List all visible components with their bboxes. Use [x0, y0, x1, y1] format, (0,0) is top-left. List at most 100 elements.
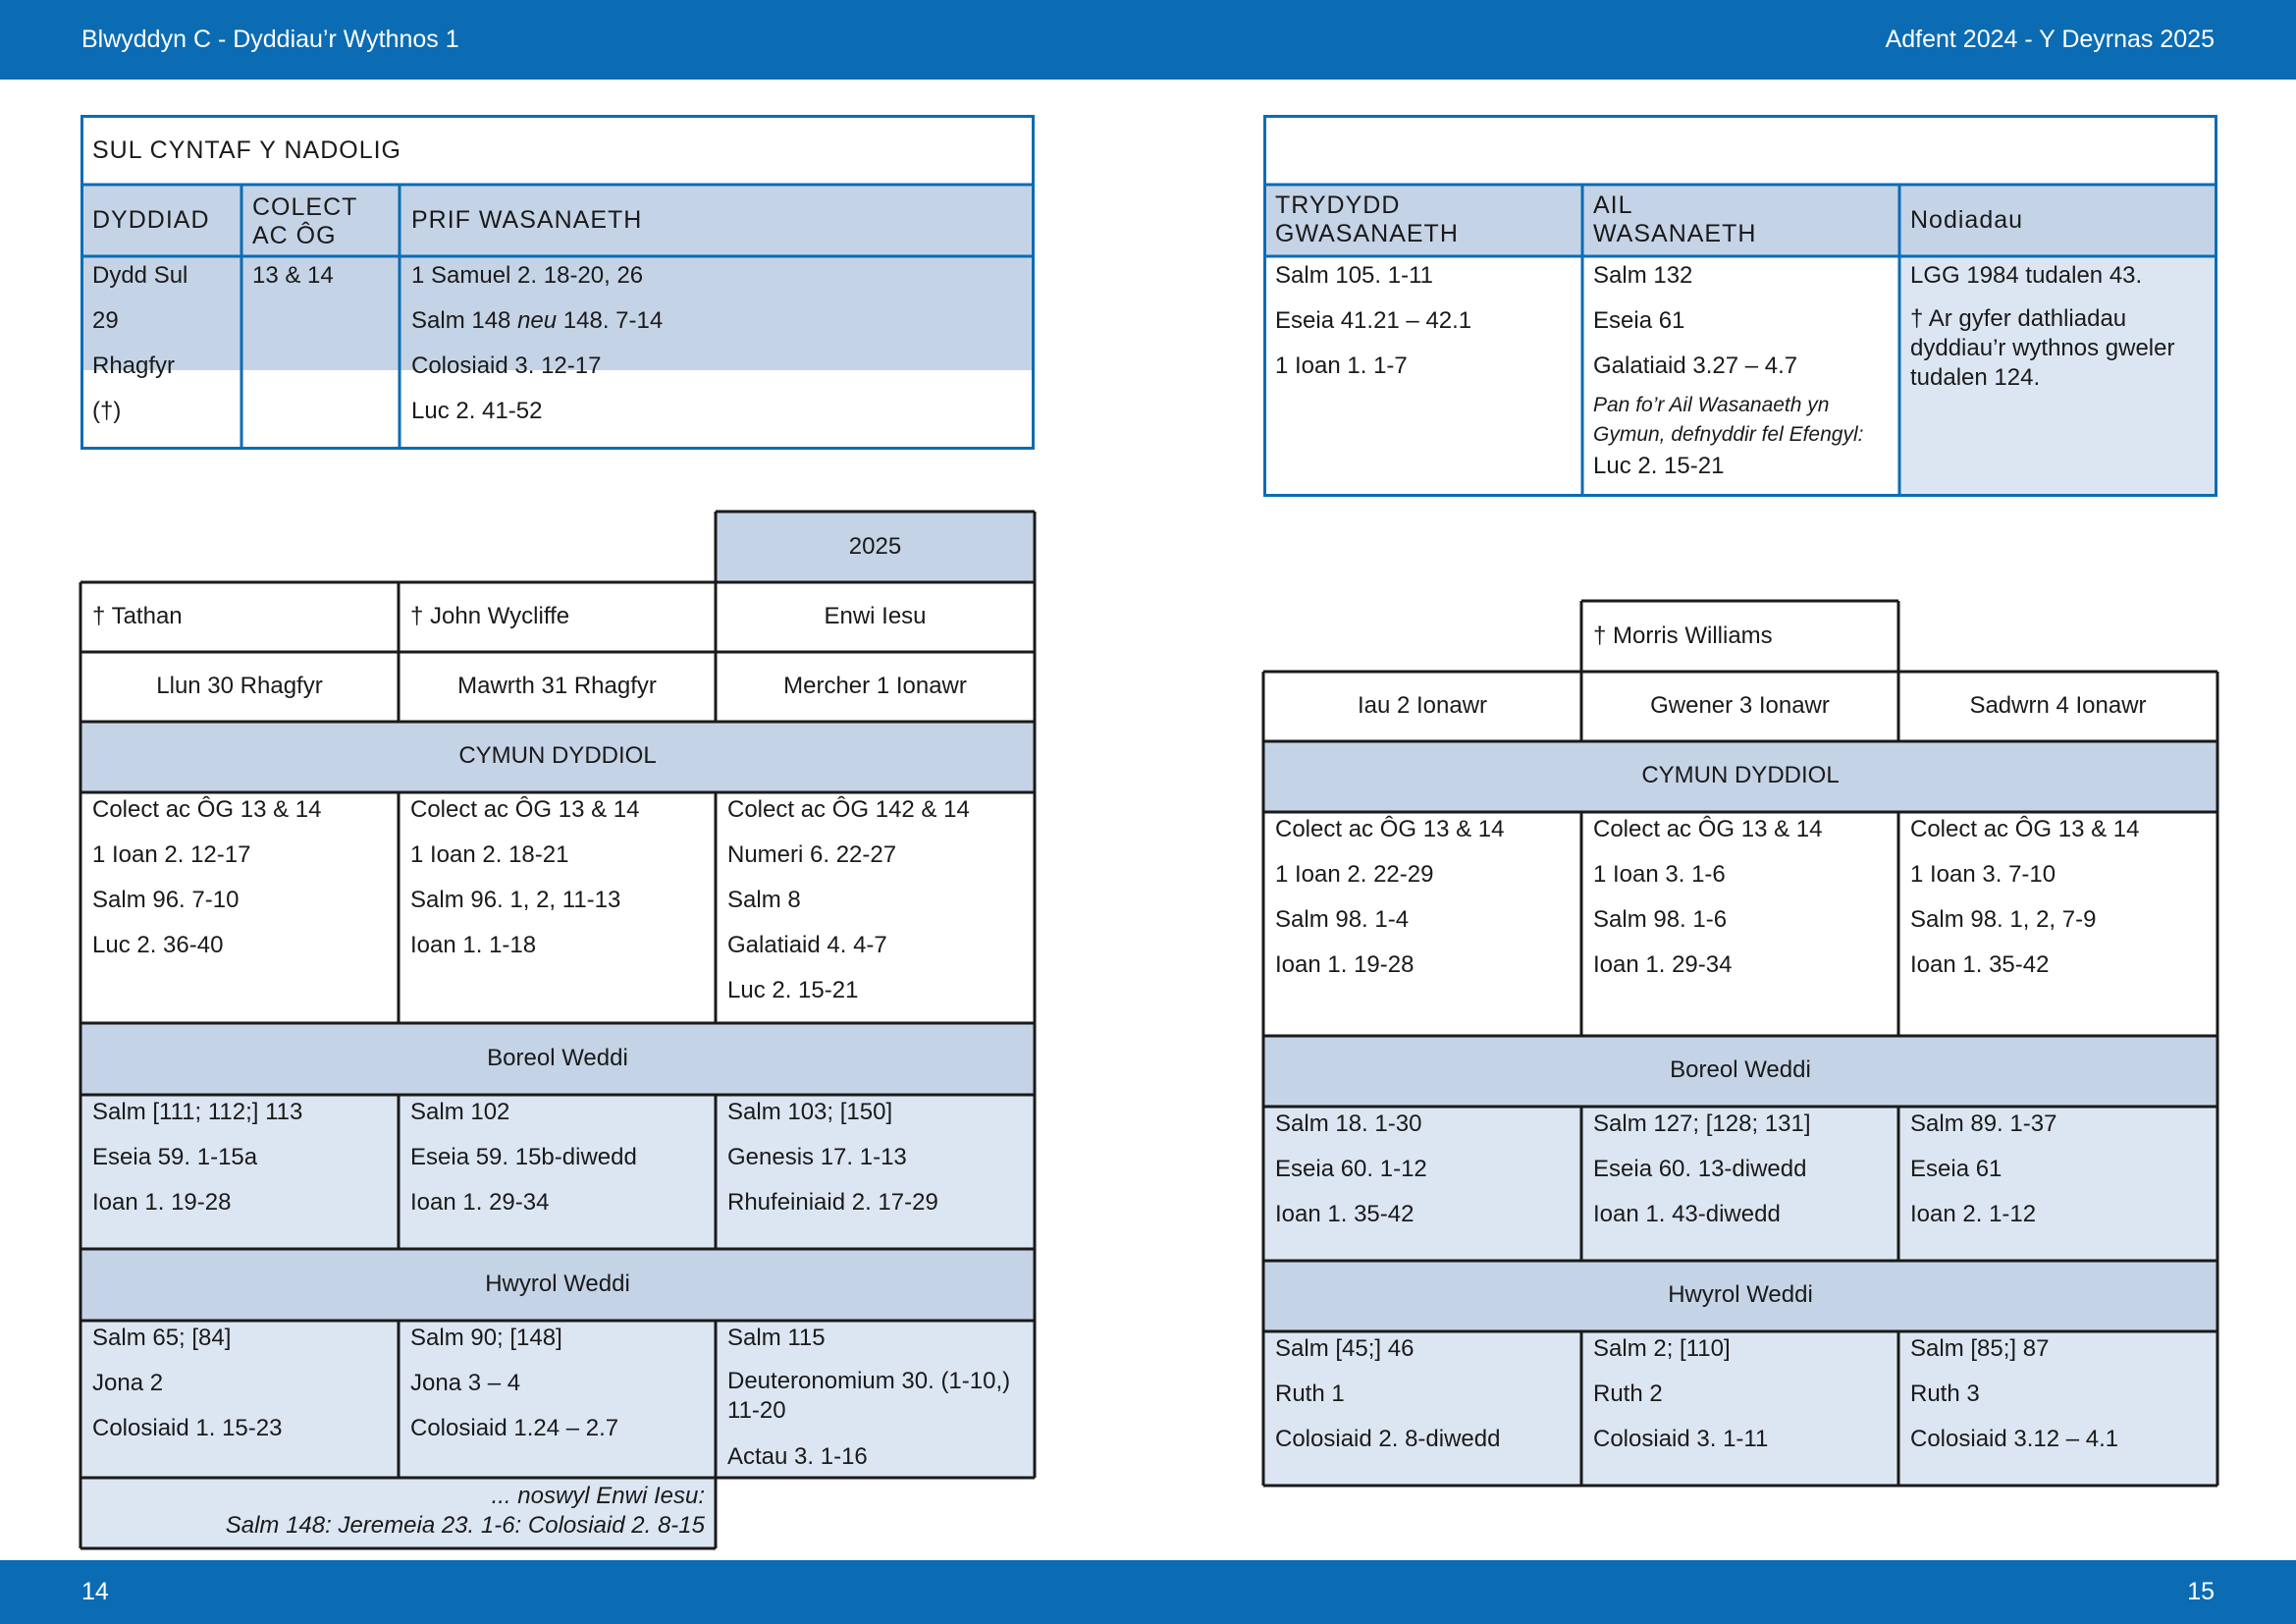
morning-reading: Ioan 1. 19-28 [92, 1189, 232, 1216]
evening-reading: Colosiaid 1. 15-23 [92, 1415, 283, 1441]
sunday-table-right: TRYDYDD GWASANAETH AIL WASANAETH Nodiada… [1263, 115, 2217, 497]
commemoration: † John Wycliffe [410, 603, 570, 629]
sunday-collect: 13 & 14 [252, 262, 334, 289]
morning-reading: Salm 102 [410, 1099, 510, 1125]
communion-reading: Ioan 1. 29-34 [1593, 951, 1733, 978]
second-service-note: Pan fo’r Ail Wasanaeth yn Gymun, defnydd… [1593, 394, 1864, 446]
header-third-service: TRYDYDD GWASANAETH [1275, 191, 1459, 247]
morning-reading: Salm 18. 1-30 [1275, 1110, 1422, 1137]
evening-reading: Jona 3 – 4 [410, 1370, 521, 1396]
communion-reading: Ioan 1. 19-28 [1275, 951, 1415, 978]
principal-reading: Colosiaid 3. 12-17 [411, 352, 602, 379]
section-title-morning-prayer: Boreol Weddi [1670, 1056, 1811, 1083]
morning-reading: Salm [111; 112;] 113 [92, 1099, 303, 1125]
running-header: Blwyddyn C - Dyddiau’r Wythnos 1 Adfent … [0, 0, 2296, 80]
communion-reading: Luc 2. 15-21 [727, 977, 859, 1003]
commemoration: † Morris Williams [1593, 623, 1773, 649]
morning-reading: Salm 127; [128; 131] [1593, 1110, 1811, 1137]
header-collect: COLECT AC ÔG [252, 193, 357, 249]
sunday-date-line: (†) [92, 398, 122, 424]
day-date: Iau 2 Ionawr [1357, 692, 1488, 719]
communion-reading: 1 Ioan 2. 18-21 [410, 841, 569, 868]
section-title-evening-prayer: Hwyrol Weddi [1668, 1281, 1813, 1308]
morning-reading: Salm 89. 1-37 [1910, 1110, 2057, 1137]
morning-reading: Ioan 1. 35-42 [1275, 1201, 1415, 1227]
header-date: DYDDIAD [92, 206, 210, 234]
commemoration: † Tathan [92, 603, 183, 629]
evening-reading: Ruth 3 [1910, 1380, 1980, 1407]
weekday-table-left: 2025 † Tathan † John Wycliffe Enwi Iesu … [79, 510, 1037, 1550]
morning-reading: Rhufeiniaid 2. 17-29 [727, 1189, 938, 1216]
communion-reading: Colect ac ÔG 142 & 14 [727, 796, 970, 823]
evening-reading: Actau 3. 1-16 [727, 1443, 868, 1470]
evening-reading: Colosiaid 3.12 – 4.1 [1910, 1426, 2119, 1452]
communion-reading: Colect ac ÔG 13 & 14 [1275, 816, 1505, 842]
communion-reading: Salm 8 [727, 887, 801, 913]
evening-reading: Ruth 1 [1275, 1380, 1345, 1407]
day-date: Mercher 1 Ionawr [783, 673, 967, 699]
header-right-title: Adfent 2024 - Y Deyrnas 2025 [1885, 26, 2215, 53]
third-reading: Eseia 41.21 – 42.1 [1275, 307, 1472, 334]
section-title-communion: CYMUN DYDDIOL [458, 742, 657, 769]
day-date: Llun 30 Rhagfyr [156, 673, 323, 699]
communion-reading: 1 Ioan 3. 1-6 [1593, 861, 1726, 888]
communion-reading: Salm 98. 1-6 [1593, 906, 1728, 933]
commemoration: Enwi Iesu [824, 603, 927, 629]
communion-reading: Ioan 1. 1-18 [410, 932, 537, 958]
evening-reading: Salm [45;] 46 [1275, 1335, 1415, 1362]
second-reading: Eseia 61 [1593, 307, 1685, 334]
principal-reading: Luc 2. 41-52 [411, 398, 543, 424]
sunday-date-line: Dydd Sul [92, 262, 188, 289]
sunday-date-line: 29 [92, 307, 119, 334]
page-number-right: 15 [2187, 1578, 2215, 1605]
third-reading: 1 Ioan 1. 1-7 [1275, 352, 1408, 379]
communion-reading: Luc 2. 36-40 [92, 932, 224, 958]
communion-reading: Colect ac ÔG 13 & 14 [1593, 816, 1823, 842]
morning-reading: Genesis 17. 1-13 [727, 1144, 907, 1170]
principal-reading: 1 Samuel 2. 18-20, 26 [411, 262, 644, 289]
communion-reading: Salm 96. 1, 2, 11-13 [410, 887, 621, 913]
morning-reading: Ioan 1. 43-diwedd [1593, 1201, 1781, 1227]
evening-reading: Salm 90; [148] [410, 1325, 562, 1351]
communion-reading: Colect ac ÔG 13 & 14 [410, 796, 640, 823]
header-second-service: AIL WASANAETH [1593, 191, 1757, 247]
morning-reading: Eseia 61 [1910, 1156, 2002, 1182]
morning-reading: Salm 103; [150] [727, 1099, 893, 1125]
morning-reading: Ioan 1. 29-34 [410, 1189, 550, 1216]
communion-reading: 1 Ioan 3. 7-10 [1910, 861, 2056, 888]
morning-reading: Eseia 60. 13-diwedd [1593, 1156, 1807, 1182]
communion-reading: Colect ac ÔG 13 & 14 [1910, 816, 2140, 842]
evening-reading: Salm 2; [110] [1593, 1335, 1731, 1362]
evening-reading: Salm 115 [727, 1325, 826, 1351]
second-reading: Salm 132 [1593, 262, 1693, 289]
note: LGG 1984 tudalen 43. [1910, 262, 2143, 289]
header-principal-service: PRIF WASANAETH [411, 206, 643, 234]
morning-reading: Eseia 59. 1-15a [92, 1144, 258, 1170]
morning-reading: Eseia 59. 15b-diwedd [410, 1144, 637, 1170]
second-service-note-reading: Luc 2. 15-21 [1593, 453, 1725, 479]
header-left-title: Blwyddyn C - Dyddiau’r Wythnos 1 [81, 26, 459, 53]
second-reading: Galatiaid 3.27 – 4.7 [1593, 352, 1798, 379]
communion-reading: Salm 96. 7-10 [92, 887, 240, 913]
communion-reading: Numeri 6. 22-27 [727, 841, 897, 868]
day-date: Mawrth 31 Rhagfyr [457, 673, 657, 699]
evening-reading: Salm [85;] 87 [1910, 1335, 2050, 1362]
communion-reading: 1 Ioan 2. 22-29 [1275, 861, 1434, 888]
page-footer: 14 15 [0, 1560, 2296, 1624]
year-label: 2025 [848, 533, 902, 560]
day-date: Sadwrn 4 Ionawr [1969, 692, 2147, 719]
sunday-title: SUL CYNTAF Y NADOLIG [92, 136, 401, 164]
evening-reading: Deuteronomium 30. (1-10,) 11-20 [727, 1368, 1011, 1424]
evening-reading: Colosiaid 3. 1-11 [1593, 1426, 1769, 1452]
page-number-left: 14 [81, 1578, 109, 1605]
communion-reading: 1 Ioan 2. 12-17 [92, 841, 251, 868]
morning-reading: Eseia 60. 1-12 [1275, 1156, 1427, 1182]
sunday-date-line: Rhagfyr [92, 352, 176, 379]
evening-reading: Colosiaid 2. 8-diwedd [1275, 1426, 1501, 1452]
third-reading: Salm 105. 1-11 [1275, 262, 1433, 289]
section-title-evening-prayer: Hwyrol Weddi [485, 1271, 630, 1297]
evening-reading: Colosiaid 1.24 – 2.7 [410, 1415, 619, 1441]
communion-reading: Salm 98. 1, 2, 7-9 [1910, 906, 2097, 933]
sunday-table-left: SUL CYNTAF Y NADOLIG DYDDIAD COLECT AC Ô… [80, 115, 1035, 450]
evening-reading: Ruth 2 [1593, 1380, 1663, 1407]
